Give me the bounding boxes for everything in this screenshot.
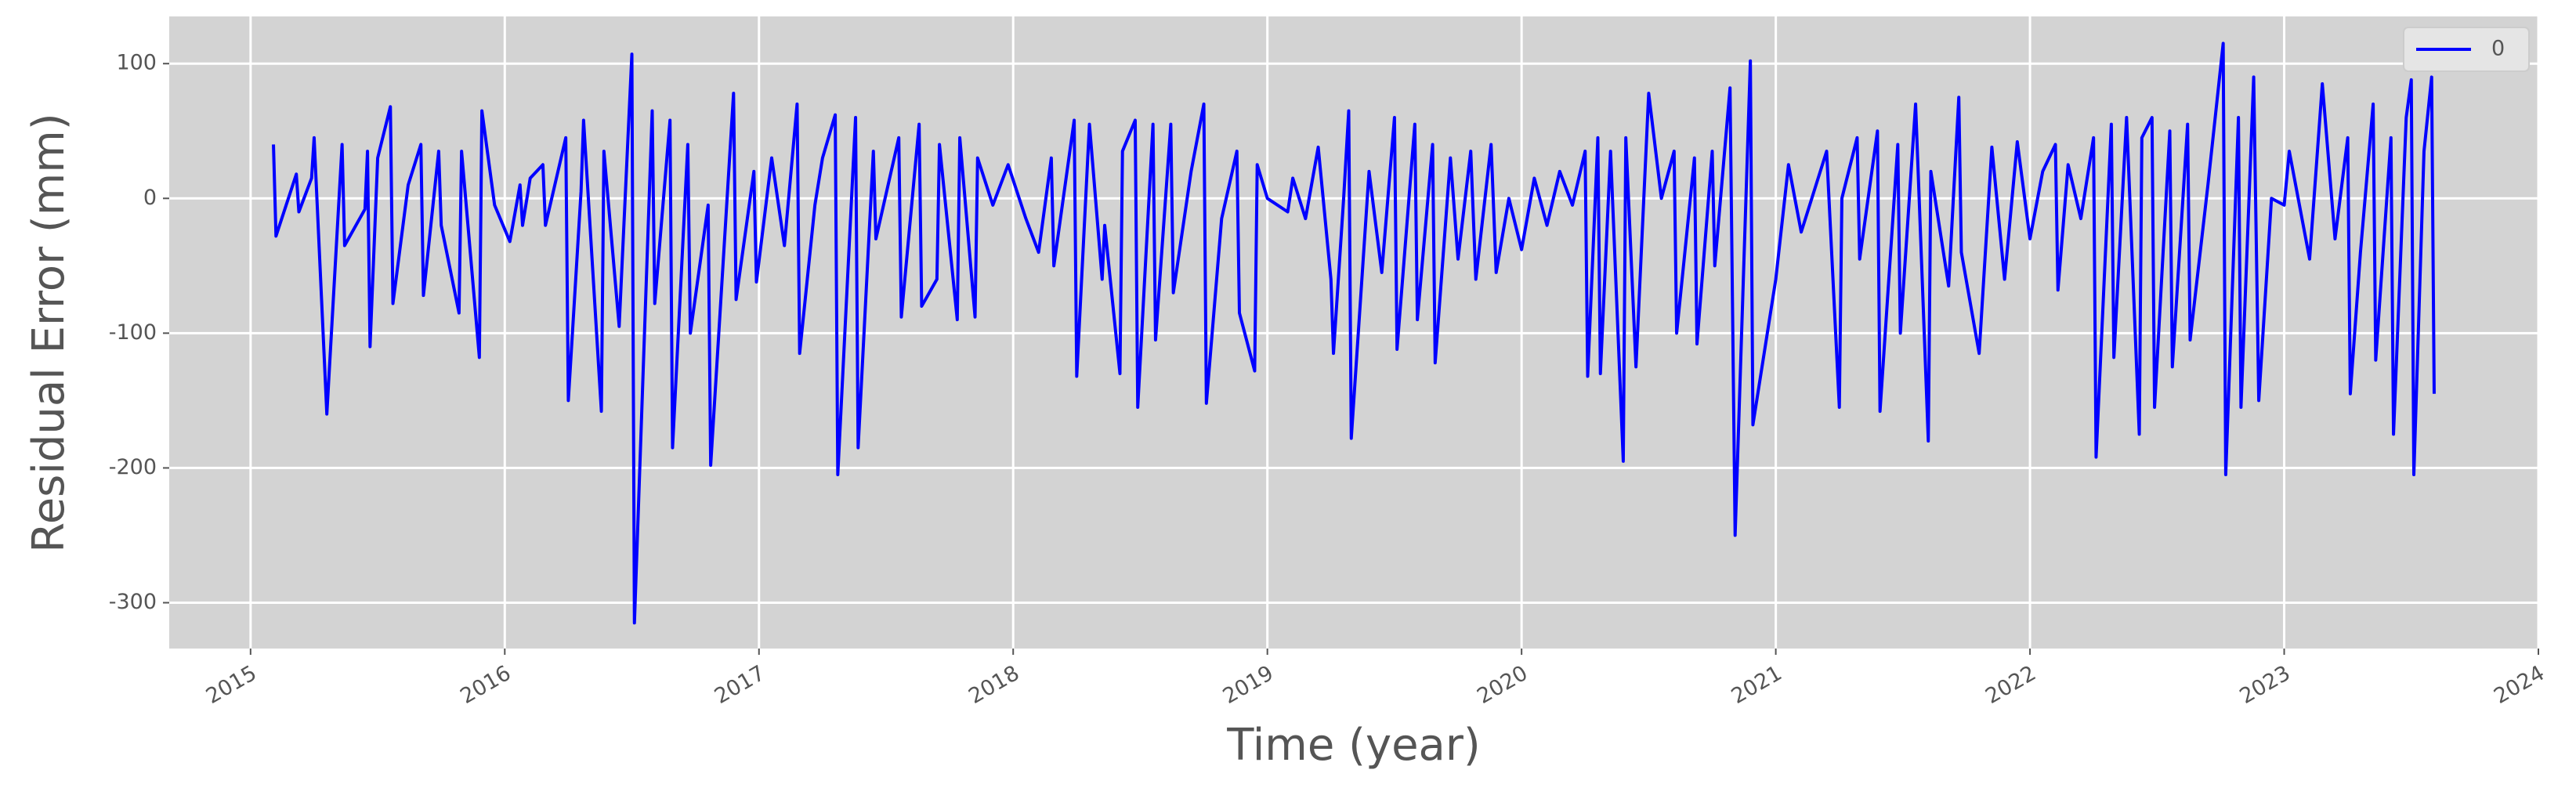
x-tick-label: 2020	[1473, 661, 1532, 709]
x-tick-label: 2015	[202, 661, 261, 709]
y-tick-label: -200	[109, 455, 157, 479]
y-tick-label: 100	[116, 51, 157, 75]
legend: 0	[2403, 27, 2530, 72]
y-tick-label: -300	[109, 590, 157, 614]
x-tick-label: 2023	[2236, 661, 2295, 709]
x-tick-label: 2019	[1219, 661, 1278, 709]
legend-label: 0	[2491, 37, 2505, 61]
x-tick-label: 2021	[1728, 661, 1786, 709]
x-tick-label: 2017	[711, 661, 769, 709]
x-tick-label: 2016	[456, 661, 515, 709]
y-tick-label: -100	[109, 320, 157, 345]
x-axis-label: Time (year)	[1226, 720, 1480, 771]
y-axis-label: Residual Error (mm)	[24, 113, 74, 552]
line-series	[272, 42, 2436, 625]
x-tick-label: 2018	[964, 661, 1023, 709]
x-tick-label: 2022	[1981, 661, 2040, 709]
x-tick-label: 2024	[2490, 661, 2549, 709]
y-tick-label: 0	[143, 186, 157, 210]
